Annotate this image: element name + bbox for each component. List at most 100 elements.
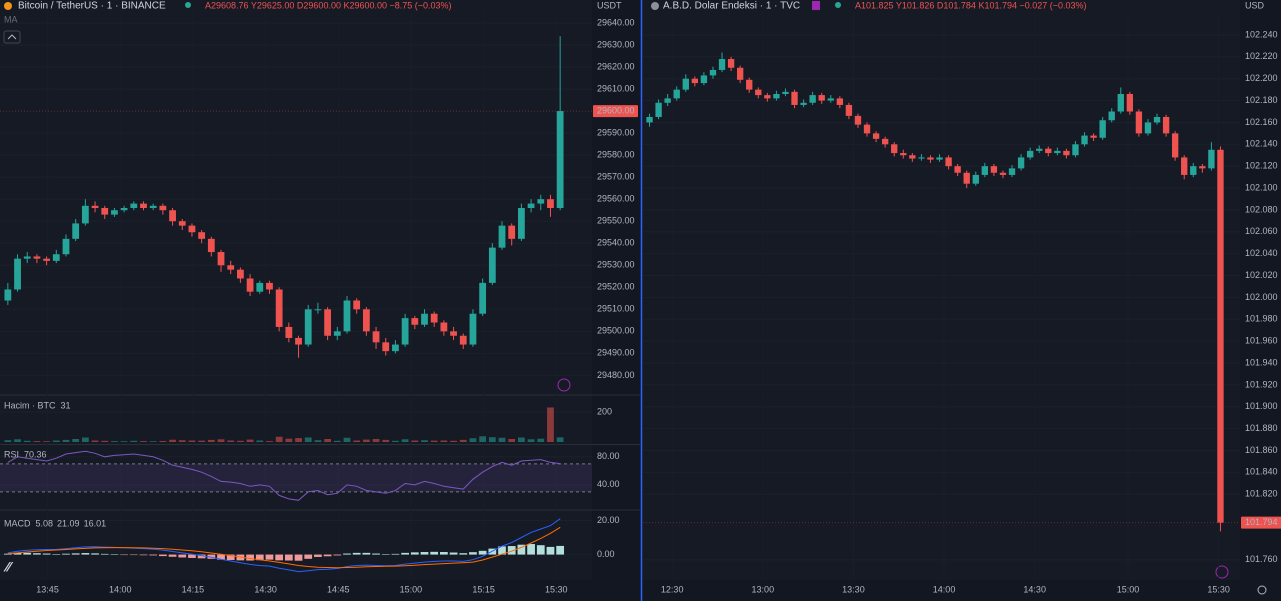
candle-body — [1208, 149, 1215, 169]
macd-histogram-bar — [178, 554, 187, 558]
candle-body — [198, 232, 206, 239]
y-tick-label: 101.840 — [1245, 467, 1278, 477]
candle-body — [673, 89, 680, 99]
volume-bar — [101, 440, 109, 442]
y-tick-label: 101.900 — [1245, 401, 1278, 411]
candle-body — [43, 258, 50, 261]
volume-bar — [149, 441, 157, 442]
macd-histogram-bar — [304, 554, 313, 559]
macd-histogram-bar — [188, 554, 196, 558]
macd-histogram-bar — [323, 554, 332, 557]
right-ohlc: A101.825 Y101.826 D101.784 K101.794 −0.0… — [855, 0, 1087, 10]
candle-body — [945, 157, 952, 167]
candle-body — [140, 203, 147, 209]
y-tick-label: 102.000 — [1245, 292, 1278, 302]
candle-body — [333, 331, 341, 336]
y-tick-label: 102.120 — [1245, 161, 1278, 171]
flag-icon — [812, 1, 820, 10]
macd-histogram-bar — [42, 553, 51, 555]
candle-body — [421, 313, 428, 325]
candle-body — [169, 210, 176, 222]
y-tick-label: 101.880 — [1245, 423, 1278, 433]
volume-bar — [237, 440, 244, 442]
pane-title: MACD — [4, 518, 31, 528]
candle-body — [1036, 148, 1043, 151]
macd-histogram-bar — [430, 551, 439, 555]
y-tick-label: 29580.00 — [597, 150, 635, 160]
volume-bar — [72, 439, 80, 442]
volume-bar — [120, 441, 128, 442]
candle-body — [755, 89, 762, 96]
lightning-icon[interactable] — [1215, 565, 1229, 579]
volume-bar — [285, 438, 293, 442]
y-tick-label: 101.940 — [1245, 357, 1278, 367]
volume-bar — [498, 437, 506, 442]
volume-bar — [430, 440, 438, 442]
macd-histogram-bar — [275, 554, 284, 561]
volume-bar — [217, 439, 225, 442]
volume-bar — [178, 440, 186, 442]
candle-body — [343, 300, 351, 332]
x-tick-label: 14:00 — [109, 584, 132, 594]
volume-bar — [14, 439, 21, 442]
candle-body — [1190, 166, 1197, 175]
volume-bar — [266, 441, 273, 442]
candle-body — [450, 331, 457, 336]
volume-bar — [23, 440, 31, 442]
candle-body — [459, 335, 467, 345]
volume-bar — [401, 439, 409, 442]
macd-line — [7, 518, 561, 573]
macd-histogram-bar — [440, 552, 448, 555]
macd-histogram-bar — [391, 553, 400, 555]
candle-body — [237, 269, 244, 279]
macd-histogram-bar — [527, 544, 535, 555]
candle-body — [818, 95, 825, 101]
y-tick-label: 29570.00 — [597, 172, 635, 182]
left-currency[interactable]: USDT — [597, 0, 622, 10]
candle-body — [304, 309, 312, 345]
candle-body — [700, 75, 708, 84]
lightning-icon[interactable] — [557, 378, 571, 392]
macd-histogram-bar — [556, 545, 565, 555]
volume-bar — [372, 439, 380, 442]
volume-bar — [295, 438, 302, 442]
left-price-axis — [592, 0, 640, 601]
y-tick-label: 101.860 — [1245, 445, 1278, 455]
collapse-button[interactable] — [3, 30, 21, 44]
candle-body — [655, 102, 662, 117]
volume-bar — [488, 437, 496, 442]
candle-body — [1108, 111, 1115, 121]
candle-body — [773, 94, 780, 99]
last-price-label: 101.794 — [1245, 517, 1278, 527]
volume-bar — [421, 440, 428, 442]
y-tick-label: 29610.00 — [597, 83, 635, 93]
candle-body — [909, 155, 916, 159]
volume-bar — [353, 440, 361, 442]
right-currency[interactable]: USD — [1245, 0, 1265, 10]
x-tick-label: 13:30 — [842, 584, 865, 594]
y-tick-label: 102.060 — [1245, 226, 1278, 236]
y-tick-label: 20.00 — [597, 515, 620, 525]
left-ohlc: A29608.76 Y29625.00 D29600.00 K29600.00 … — [205, 0, 452, 10]
volume-bar — [130, 440, 138, 442]
volume-bar — [52, 440, 60, 442]
candle-body — [1117, 94, 1124, 112]
settings-icon[interactable] — [1257, 585, 1267, 595]
y-tick-label: 40.00 — [597, 479, 620, 489]
candle-body — [430, 313, 438, 323]
candle-body — [527, 203, 535, 209]
pane-value: 70.36 — [24, 449, 47, 459]
candle-body — [401, 318, 409, 345]
volume-bar — [324, 439, 331, 442]
macd-histogram-bar — [469, 552, 477, 555]
macd-histogram-bar — [478, 550, 487, 555]
candle-body — [33, 256, 41, 259]
y-tick-label: 29550.00 — [597, 216, 635, 226]
candle-body — [120, 208, 128, 211]
candle-body — [217, 252, 225, 266]
pane-title: RSI — [4, 449, 19, 459]
y-tick-label: 102.100 — [1245, 182, 1278, 192]
candle-body — [836, 98, 844, 105]
candle-body — [1026, 150, 1034, 158]
